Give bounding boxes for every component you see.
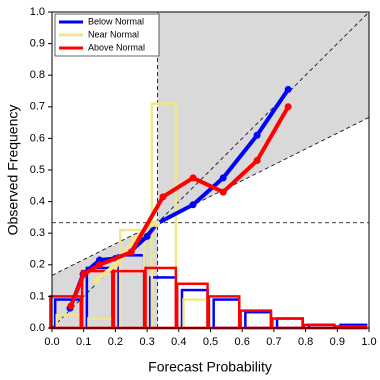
reliability-point [127, 248, 135, 256]
no-skill-line [51, 117, 370, 276]
x-tick-label: 0.2 [108, 336, 123, 348]
x-tick-label: 0.8 [298, 336, 313, 348]
reliability-point [253, 131, 261, 139]
reliability-point [153, 220, 161, 228]
reliability-point [67, 302, 75, 310]
frequency-bar [180, 288, 209, 330]
y-tick-label: 0.7 [30, 101, 45, 113]
y-tick-label: 0.8 [30, 69, 45, 81]
x-tick-label: 0.0 [44, 336, 59, 348]
frequency-bar [244, 310, 273, 330]
reliability-point [253, 157, 261, 165]
y-tick-label: 0.3 [30, 227, 45, 239]
y-tick-label: 0.9 [30, 38, 45, 50]
reliability-point [219, 188, 227, 196]
reliability-point [80, 270, 88, 278]
reliability-point [96, 261, 104, 269]
y-tick-label: 0.2 [30, 259, 45, 271]
x-tick-label: 0.1 [76, 336, 91, 348]
reliability-point [284, 103, 292, 111]
x-tick-label: 0.4 [171, 336, 186, 348]
x-tick-label: 1.0 [361, 336, 376, 348]
reliability-point [159, 193, 167, 201]
x-axis-label: Forecast Probability [148, 359, 272, 375]
x-tick-label: 0.3 [139, 336, 154, 348]
x-tick-label: 0.5 [203, 336, 218, 348]
x-tick-label: 0.9 [330, 336, 345, 348]
x-tick-label: 0.6 [235, 336, 250, 348]
reliability-point [284, 85, 292, 93]
reliability-point [111, 261, 119, 269]
reliability-point [189, 201, 197, 209]
frequency-bar [275, 317, 304, 330]
perfect-reliability [51, 11, 370, 329]
legend-label: Near Normal [88, 29, 139, 39]
y-tick-label: 0.4 [30, 196, 45, 208]
y-tick-label: 0.6 [30, 132, 45, 144]
legend-label: Below Normal [88, 16, 144, 26]
reliability-point [219, 174, 227, 182]
reliability-point [92, 277, 100, 285]
legend-label: Above Normal [88, 42, 145, 52]
reliability-point [143, 232, 151, 240]
reliability-point [189, 174, 197, 182]
y-tick-label: 0.5 [30, 164, 45, 176]
x-tick-label: 0.7 [266, 336, 281, 348]
y-tick-label: 0.0 [30, 322, 45, 334]
frequency-bar [182, 298, 209, 330]
frequency-bar [212, 298, 241, 330]
y-tick-label: 1.0 [30, 6, 45, 18]
y-tick-label: 0.1 [30, 290, 45, 302]
y-axis-label: Observed Frequency [5, 105, 21, 236]
